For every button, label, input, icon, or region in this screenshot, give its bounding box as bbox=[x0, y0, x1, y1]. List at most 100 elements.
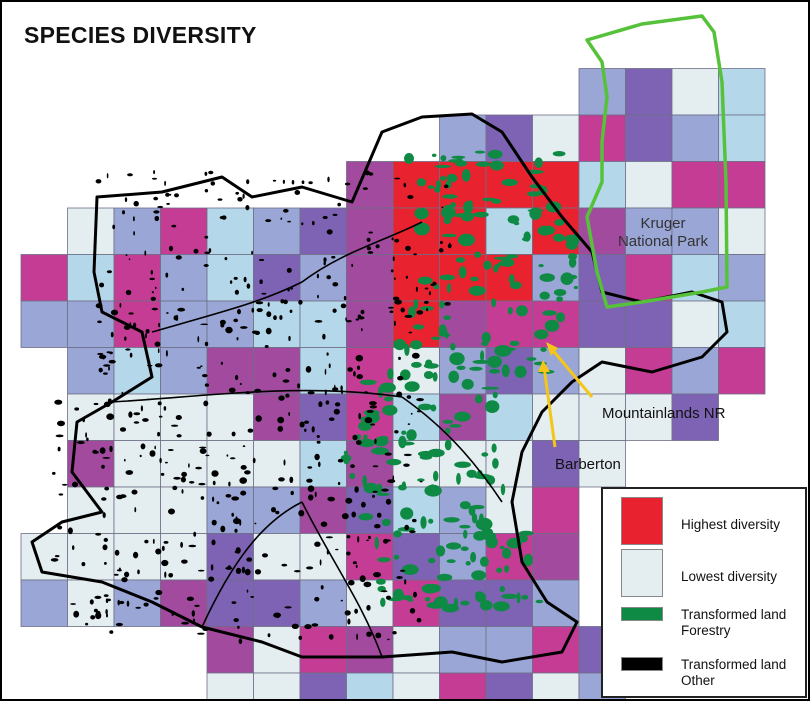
other-land-patch bbox=[333, 408, 340, 415]
other-land-patch bbox=[89, 599, 94, 605]
forestry-patch bbox=[459, 524, 471, 529]
other-land-patch bbox=[133, 216, 135, 222]
other-land-patch bbox=[168, 573, 174, 578]
forestry-patch bbox=[441, 233, 457, 238]
grid-cell bbox=[67, 347, 115, 395]
other-land-patch bbox=[121, 577, 128, 583]
other-land-patch bbox=[181, 471, 188, 477]
other-land-patch bbox=[364, 417, 373, 424]
grid-cell bbox=[206, 207, 254, 255]
grid-cell bbox=[299, 626, 347, 674]
other-land-patch bbox=[409, 608, 416, 614]
forestry-patch bbox=[454, 461, 471, 468]
other-land-patch bbox=[272, 486, 279, 491]
other-land-patch bbox=[157, 348, 160, 354]
forestry-patch bbox=[423, 371, 434, 379]
other-land-patch bbox=[396, 576, 403, 579]
other-land-patch bbox=[426, 308, 429, 312]
other-land-patch bbox=[197, 569, 205, 572]
other-land-patch bbox=[352, 434, 358, 441]
forestry-patch bbox=[417, 478, 425, 482]
forestry-patch bbox=[454, 411, 471, 422]
other-land-patch bbox=[318, 461, 321, 468]
other-land-patch bbox=[285, 393, 290, 398]
forestry-patch bbox=[440, 206, 456, 219]
other-land-patch bbox=[125, 470, 134, 475]
forestry-patch bbox=[442, 419, 454, 424]
other-land-patch bbox=[97, 320, 102, 324]
other-land-patch bbox=[166, 202, 170, 205]
other-land-patch bbox=[123, 458, 126, 462]
other-land-patch bbox=[74, 407, 80, 411]
forestry-patch bbox=[490, 160, 504, 171]
other-land-patch bbox=[344, 182, 351, 186]
grid-cell bbox=[206, 393, 254, 441]
forestry-patch bbox=[501, 547, 512, 559]
other-land-patch bbox=[407, 423, 411, 425]
other-land-patch bbox=[307, 391, 315, 395]
forestry-patch bbox=[446, 173, 458, 183]
other-land-patch bbox=[153, 170, 156, 175]
other-land-patch bbox=[323, 261, 326, 266]
forestry-patch bbox=[414, 207, 429, 220]
other-land-patch bbox=[160, 472, 165, 476]
forestry-patch bbox=[529, 207, 542, 220]
forestry-patch bbox=[427, 185, 435, 189]
other-land-patch bbox=[85, 432, 87, 438]
forestry-patch bbox=[553, 233, 565, 242]
other-land-patch bbox=[316, 440, 321, 444]
other-land-patch bbox=[93, 608, 98, 613]
other-land-patch bbox=[335, 548, 339, 551]
other-land-patch bbox=[70, 603, 76, 605]
other-land-patch bbox=[204, 189, 209, 193]
forestry-patch bbox=[438, 333, 451, 337]
other-land-patch bbox=[225, 566, 233, 570]
other-land-patch bbox=[204, 341, 209, 347]
other-land-patch bbox=[151, 307, 158, 311]
forestry-patch bbox=[359, 379, 377, 385]
other-land-patch bbox=[340, 385, 343, 391]
other-land-patch bbox=[252, 457, 256, 464]
mountainlands-arrowhead bbox=[546, 342, 558, 356]
other-land-patch bbox=[143, 602, 149, 607]
forestry-patch bbox=[416, 178, 426, 187]
other-land-patch bbox=[226, 454, 229, 457]
grid-cell bbox=[485, 486, 533, 534]
other-land-patch bbox=[200, 323, 209, 326]
forestry-patch bbox=[376, 492, 391, 496]
forestry-patch bbox=[479, 556, 489, 567]
grid-cell bbox=[113, 347, 161, 395]
other-land-patch bbox=[193, 531, 197, 537]
forestry-patch bbox=[500, 483, 506, 496]
barberton-arrow bbox=[542, 366, 557, 448]
forestry-patch bbox=[433, 284, 439, 290]
grid-cell bbox=[485, 626, 533, 674]
other-land-patch bbox=[168, 245, 174, 252]
other-land-patch bbox=[404, 579, 407, 585]
other-land-patch bbox=[174, 193, 179, 198]
map-title: SPECIES DIVERSITY bbox=[24, 22, 257, 48]
forestry-patch bbox=[446, 559, 456, 564]
other-land-patch bbox=[231, 512, 234, 517]
forestry-patch bbox=[507, 215, 520, 224]
other-land-patch bbox=[154, 445, 156, 450]
other-land-patch bbox=[272, 372, 277, 378]
forestry-patch bbox=[428, 557, 436, 564]
other-land-patch bbox=[125, 289, 132, 296]
other-land-patch bbox=[348, 579, 355, 586]
other-land-patch bbox=[197, 632, 205, 635]
grid-cell bbox=[392, 254, 440, 302]
other-land-patch bbox=[180, 541, 184, 548]
other-land-patch bbox=[258, 258, 265, 262]
other-land-patch bbox=[242, 445, 246, 448]
forestry-patch bbox=[358, 438, 375, 448]
other-land-patch bbox=[327, 496, 336, 502]
other-land-patch bbox=[294, 190, 301, 195]
other-land-patch bbox=[428, 291, 431, 296]
other-land-patch bbox=[128, 312, 134, 315]
other-land-patch bbox=[188, 544, 197, 548]
forestry-patch bbox=[552, 151, 566, 157]
other-land-patch bbox=[259, 279, 263, 285]
other-land-patch bbox=[219, 319, 226, 325]
